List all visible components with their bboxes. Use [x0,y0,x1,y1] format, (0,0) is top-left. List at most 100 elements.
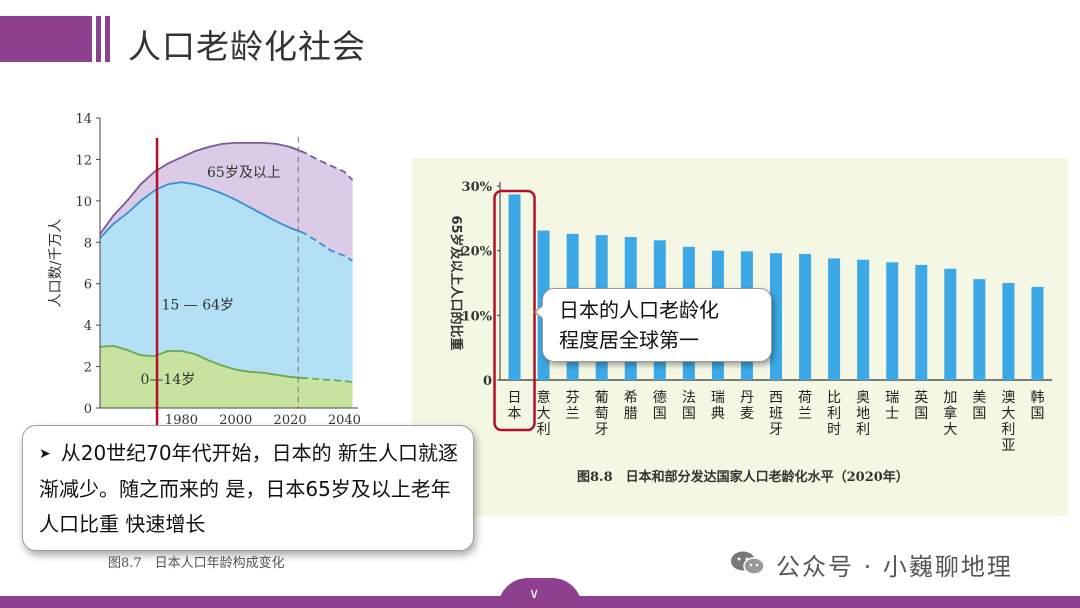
callout-line-2: 程度居全球第一 [559,328,699,352]
category-label-char-瑞士: 瑞 [885,390,899,406]
bar-奥地利 [857,259,870,380]
y-axis-label: 人口数/千万人 [48,219,64,308]
y-tick-label: 30% [462,180,493,195]
area-15-64-projection [289,226,354,262]
arrow-bullet-icon: ➤ [39,446,51,462]
category-label-char-美国: 美 [972,390,986,406]
bar-韩国 [1031,286,1044,380]
category-label-char-意大利: 大 [537,406,551,422]
y-tick-label: 0 [84,402,92,417]
callout-line-1: 日本的人口老龄化 [559,298,719,322]
note-text: 从20世纪70年代开始，日本的 新生人口就逐渐减少。随之而来的 是，日本65岁及… [39,441,458,536]
category-label-char-加拿大: 加 [943,390,957,406]
slide-title: 人口老龄化社会 [128,27,366,66]
category-label-char-奥地利: 地 [856,406,870,422]
category-label-char-丹麦: 麦 [740,406,754,422]
y-tick-label: 6 [84,278,92,293]
category-label-char-瑞典: 典 [711,406,725,422]
label-0-14: 0—14岁 [141,372,196,388]
category-label-char-瑞典: 瑞 [711,390,725,406]
category-label-char-意大利: 利 [537,422,551,438]
figure-caption-8-7: 图8.7 日本人口年龄构成变化 [108,556,285,571]
x-tick-label: 2020 [274,413,307,428]
figure-caption-8-8: 图8.8 日本和部分发达国家人口老龄化水平（2020年） [577,470,909,485]
callout-pointer-inner [536,305,544,319]
category-label-char-韩国: 国 [1030,406,1044,422]
y-tick-label: 8 [84,236,92,251]
category-label-char-比利时: 比 [827,390,841,406]
category-label-char-澳大利亚: 利 [1001,422,1015,438]
japan-callout: 日本的人口老龄化 程度居全球第一 [542,288,772,362]
y-tick-label: 14 [75,112,92,127]
category-label-char-葡萄牙: 葡 [595,390,609,406]
y-tick-label: 10% [462,309,493,324]
category-label-char-葡萄牙: 牙 [595,422,609,438]
category-label-char-德国: 国 [653,406,667,422]
category-label-char-西班牙: 牙 [769,422,783,438]
category-label-char-加拿大: 拿 [943,405,957,422]
bar-加拿大 [944,268,957,380]
bar-瑞士 [886,262,899,380]
note-box: ➤ 从20世纪70年代开始，日本的 新生人口就逐渐减少。随之而来的 是，日本65岁… [22,425,474,551]
y-axis-label: 65岁及以上人口的比重 [448,215,464,350]
category-label-char-英国: 国 [914,406,928,422]
category-label-char-日本: 本 [508,406,522,422]
x-tick-label: 1980 [165,413,198,428]
category-label-char-芬兰: 芬 [566,390,580,406]
area-0-14-projection [290,376,353,383]
category-label-char-意大利: 意 [537,389,551,406]
category-label-char-奥地利: 利 [856,422,870,438]
bar-澳大利亚 [1002,283,1015,380]
y-tick-label: 10 [75,195,92,210]
category-label-char-芬兰: 兰 [566,406,580,422]
category-label-char-德国: 德 [653,390,667,406]
y-tick-label: 2 [84,361,92,376]
callout-text: 日本的人口老龄化 程度居全球第一 [559,295,719,355]
title-accent-bar [0,16,92,62]
category-label-char-西班牙: 西 [769,390,783,406]
category-label-char-希腊: 希 [624,390,638,406]
category-label-char-奥地利: 奥 [856,389,870,406]
bar-西班牙 [770,253,782,380]
footer-tab[interactable] [498,578,582,608]
category-label-char-法国: 法 [682,390,696,406]
category-label-char-荷兰: 荷 [798,390,812,406]
area-65-plus [100,142,353,261]
bar-日本 [508,194,521,380]
bar-比利时 [828,258,841,380]
bar-荷兰 [799,253,812,380]
category-label-char-希腊: 腊 [624,406,638,422]
chevron-down-icon[interactable]: ∨ [529,586,540,602]
x-tick-label: 2000 [219,413,252,428]
y-tick-label: 4 [84,319,92,334]
category-label-char-英国: 英 [914,389,928,406]
category-label-char-比利时: 时 [827,422,841,438]
category-label-char-澳大利亚: 澳 [1001,390,1015,406]
category-label-char-澳大利亚: 亚 [1001,438,1015,454]
category-label-char-韩国: 韩 [1030,390,1044,406]
category-label-char-比利时: 利 [827,406,841,422]
label-65-plus: 65岁及以上 [207,165,281,181]
x-tick-label: 2040 [328,413,361,428]
note-text-block: ➤ 从20世纪70年代开始，日本的 新生人口就逐渐减少。随之而来的 是，日本65岁… [39,436,459,542]
y-tick-label: 20% [462,245,493,260]
category-label-char-葡萄牙: 萄 [595,406,609,422]
y-tick-label: 12 [75,153,92,168]
area-15-64 [100,182,353,383]
bar-英国 [915,264,928,380]
label-15-64: 15 — 64岁 [162,297,235,313]
category-label-char-加拿大: 大 [943,422,957,438]
area-65-plus-line [99,141,305,235]
population-age-area-chart: 0 2 4 6 8 10 12 14 1980 2000 2020 2040 人口数/千万人 65岁及以上… [48,112,361,430]
category-label-char-西班牙: 班 [769,406,783,422]
wechat-icon [731,551,765,575]
area-0-14 [100,345,353,408]
watermark-text: 公众号 · 小巍聊地理 [776,553,1013,581]
bar-美国 [973,279,986,380]
area-15-64-line [99,181,305,239]
category-label-char-丹麦: 丹 [740,390,754,406]
title-accent-stripe [96,16,101,62]
area-65-plus-projection [289,146,354,181]
category-label-char-澳大利亚: 大 [1001,406,1015,422]
category-label-char-美国: 国 [972,406,986,422]
